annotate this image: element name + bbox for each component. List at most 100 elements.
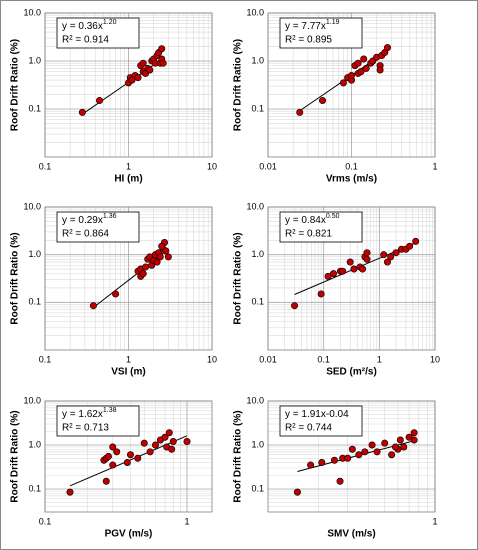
data-point bbox=[142, 263, 150, 271]
data-point bbox=[330, 456, 338, 464]
data-point bbox=[158, 242, 166, 250]
y-axis-title: Roof Drift Ratio (%) bbox=[233, 232, 244, 324]
data-point bbox=[355, 451, 363, 459]
equation-exponent: 1.36 bbox=[103, 213, 117, 220]
data-point bbox=[357, 68, 365, 76]
x-tick-label: 1 bbox=[432, 516, 437, 526]
y-tick-label: 1.0 bbox=[28, 249, 41, 259]
equation-text: y = 0.36x bbox=[62, 21, 103, 32]
y-axis-title: Roof Drift Ratio (%) bbox=[10, 232, 21, 324]
data-point bbox=[396, 436, 404, 444]
equation: y = 7.77x1.19 bbox=[285, 19, 340, 32]
x-tick-label: 0.1 bbox=[39, 161, 52, 171]
data-point bbox=[169, 438, 177, 446]
data-point bbox=[134, 74, 142, 82]
r-squared: R² = 0.821 bbox=[285, 229, 332, 240]
data-point bbox=[391, 443, 399, 451]
plot-frame bbox=[267, 206, 436, 351]
x-tick-label: 0.1 bbox=[345, 161, 358, 171]
equation: y = 0.84x0.50 bbox=[285, 213, 340, 226]
y-tick-label: 1.0 bbox=[251, 439, 264, 449]
data-point bbox=[113, 448, 121, 456]
data-point bbox=[139, 270, 147, 278]
data-point bbox=[400, 443, 408, 451]
y-tick-label: 0.1 bbox=[251, 103, 264, 113]
data-point bbox=[329, 270, 337, 278]
x-axis-title: HI (m) bbox=[114, 174, 142, 185]
data-point bbox=[336, 477, 344, 485]
data-point bbox=[296, 108, 304, 116]
x-tick-label: 0.01 bbox=[259, 354, 277, 364]
data-point bbox=[293, 488, 301, 496]
data-point bbox=[410, 429, 418, 437]
y-tick-label: 10.0 bbox=[23, 201, 41, 211]
data-point bbox=[350, 265, 358, 273]
y-axis-title: Roof Drift Ratio (%) bbox=[10, 39, 21, 131]
data-point bbox=[319, 97, 327, 105]
equation-exponent: 1.19 bbox=[326, 19, 340, 26]
data-point bbox=[291, 302, 299, 310]
x-tick-label: 1 bbox=[126, 354, 131, 364]
equation-exponent: 1.38 bbox=[103, 407, 117, 414]
data-point bbox=[406, 242, 414, 250]
data-point bbox=[354, 59, 362, 67]
x-tick-label: 0.01 bbox=[259, 161, 277, 171]
data-point bbox=[359, 265, 367, 273]
data-point bbox=[146, 448, 154, 456]
x-tick-label: 1 bbox=[432, 161, 437, 171]
data-point bbox=[159, 59, 167, 67]
y-tick-label: 10.0 bbox=[246, 395, 264, 405]
data-point bbox=[146, 66, 154, 74]
y-axis-title: Roof Drift Ratio (%) bbox=[10, 410, 21, 502]
data-point bbox=[168, 445, 176, 453]
y-tick-label: 0.1 bbox=[28, 103, 41, 113]
y-tick-label: 0.1 bbox=[251, 483, 264, 493]
data-point bbox=[376, 66, 384, 74]
data-point bbox=[158, 45, 166, 53]
x-axis-title: SMV (m/s) bbox=[327, 529, 375, 540]
equation-box bbox=[56, 17, 140, 49]
data-point bbox=[153, 258, 161, 266]
data-point bbox=[66, 488, 74, 496]
y-tick-label: 0.1 bbox=[251, 297, 264, 307]
data-point bbox=[339, 79, 347, 87]
data-point bbox=[368, 441, 376, 449]
data-point bbox=[346, 258, 354, 266]
equation-text: y = 0.84x bbox=[285, 215, 326, 226]
x-tick-label: 10 bbox=[430, 354, 440, 364]
y-tick-label: 10.0 bbox=[23, 7, 41, 17]
x-tick-label: 1 bbox=[377, 354, 382, 364]
equation-text: y = 7.77x bbox=[285, 21, 326, 32]
equation-exponent: 1.20 bbox=[103, 19, 117, 26]
y-tick-label: 10.0 bbox=[246, 7, 264, 17]
r-squared: R² = 0.864 bbox=[62, 229, 109, 240]
data-point bbox=[104, 452, 112, 460]
data-point bbox=[183, 438, 191, 446]
x-axis-title: Vrms (m/s) bbox=[326, 174, 377, 185]
data-point bbox=[360, 55, 368, 63]
data-point bbox=[387, 253, 395, 261]
data-point bbox=[384, 44, 392, 52]
data-point bbox=[156, 253, 164, 261]
x-axis-title: PGV (m/s) bbox=[105, 529, 153, 540]
y-tick-label: 0.1 bbox=[28, 297, 41, 307]
y-tick-label: 1.0 bbox=[251, 55, 264, 65]
equation-text: y = 1.91x-0.04 bbox=[285, 409, 349, 420]
data-point bbox=[96, 97, 104, 105]
data-point bbox=[347, 71, 355, 79]
equation-box bbox=[56, 405, 140, 437]
equation: y = 0.29x1.36 bbox=[62, 213, 117, 226]
plot-frame bbox=[267, 400, 436, 513]
data-point bbox=[112, 290, 120, 298]
data-point bbox=[139, 59, 147, 67]
data-point bbox=[89, 302, 97, 310]
equation-box bbox=[279, 17, 363, 49]
data-point bbox=[388, 451, 396, 459]
equation-text: y = 0.29x bbox=[62, 215, 103, 226]
data-point bbox=[410, 436, 418, 444]
x-tick-label: 0.1 bbox=[39, 354, 52, 364]
data-point bbox=[161, 433, 169, 441]
y-tick-label: 0.1 bbox=[28, 483, 41, 493]
data-point bbox=[164, 253, 172, 261]
